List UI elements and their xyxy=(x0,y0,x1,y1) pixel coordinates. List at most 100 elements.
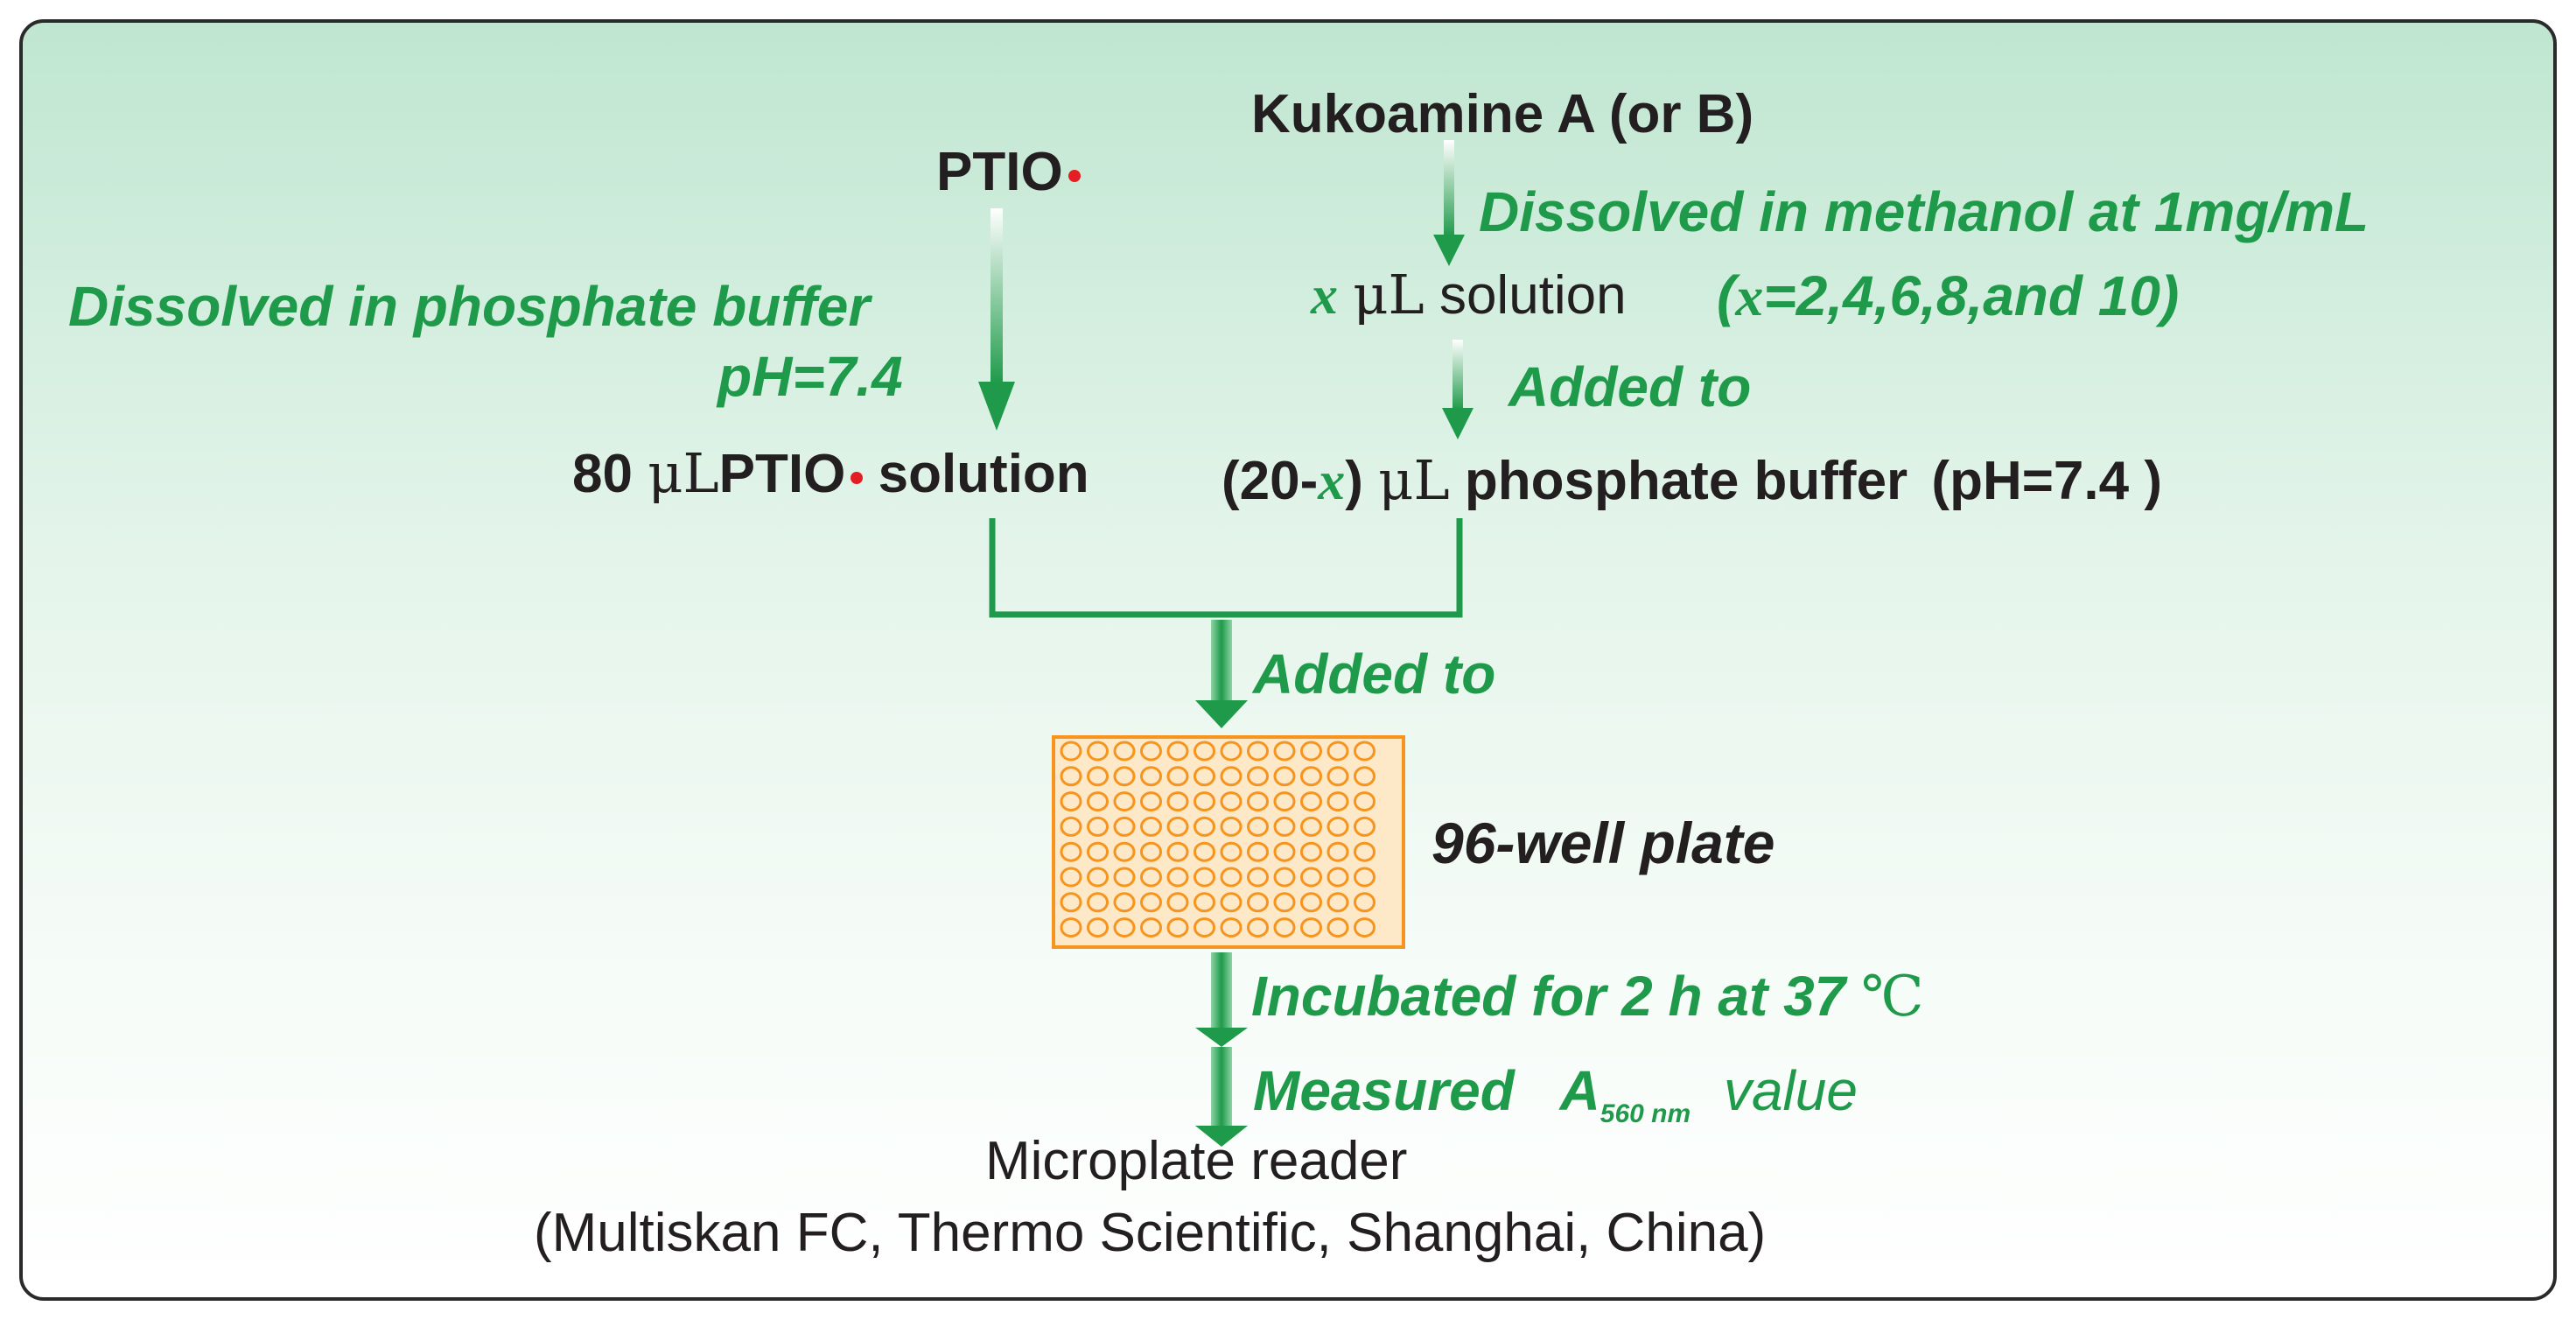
plate-well xyxy=(1273,791,1296,812)
arrow-measure xyxy=(1195,1047,1248,1147)
plate-well xyxy=(1354,867,1376,888)
ptio-solution-word: solution xyxy=(878,444,1089,504)
plate-well xyxy=(1354,841,1376,862)
plate-well xyxy=(1087,766,1109,787)
step-dissolve-methanol: Dissolved in methanol at 1mg/mL xyxy=(1479,180,2370,243)
plate-well xyxy=(1166,766,1189,787)
plate-well xyxy=(1060,841,1082,862)
arrow-incubate xyxy=(1195,952,1248,1047)
plate-well xyxy=(1220,741,1242,762)
step-dissolve-buffer: Dissolved in phosphate buffer xyxy=(68,275,871,338)
plate-well xyxy=(1194,917,1215,938)
plate-well xyxy=(1166,917,1189,938)
measure-a: A xyxy=(1559,1059,1600,1122)
plate-well xyxy=(1300,741,1322,762)
plate-well xyxy=(1113,766,1136,787)
ptio-solution-reagent: PTIO xyxy=(718,444,846,504)
cond-open: ( xyxy=(1717,264,1736,327)
plate-well xyxy=(1273,816,1296,837)
plate-well xyxy=(1247,791,1269,812)
plate-well xyxy=(1140,816,1162,837)
buf-open: (20- xyxy=(1222,451,1319,511)
plate-well xyxy=(1220,766,1242,787)
plate-well xyxy=(1300,816,1322,837)
plate-well xyxy=(1140,917,1162,938)
plate-well xyxy=(1113,917,1136,938)
plate-well xyxy=(1113,892,1136,913)
plate-well xyxy=(1354,766,1376,787)
plate-well xyxy=(1166,741,1189,762)
plate-well xyxy=(1273,741,1296,762)
plate-well xyxy=(1087,816,1109,837)
plate-well xyxy=(1166,867,1189,888)
plate-well xyxy=(1326,766,1349,787)
arrow-right-add xyxy=(1442,340,1474,439)
plate-well xyxy=(1273,867,1296,888)
plate-well xyxy=(1087,841,1109,862)
step-dissolve-ph: pH=7.4 xyxy=(718,345,903,408)
plate-well xyxy=(1326,867,1349,888)
plate-well xyxy=(1354,892,1376,913)
ptio-unit: μL xyxy=(648,441,719,505)
reader-name: Microplate reader xyxy=(985,1131,1408,1191)
plate-well xyxy=(1354,791,1376,812)
plate-well xyxy=(1273,766,1296,787)
plate-label: 96-well plate xyxy=(1432,811,1775,875)
buf-unit: μL xyxy=(1378,448,1450,512)
plate-well xyxy=(1060,766,1082,787)
step-incubate: Incubated for 2 h at 37 ℃ xyxy=(1251,968,1924,1025)
plate-well xyxy=(1300,867,1322,888)
plate-well xyxy=(1273,841,1296,862)
plate-well xyxy=(1113,816,1136,837)
plate-96-well xyxy=(1052,735,1405,949)
buf-var: x xyxy=(1318,452,1346,511)
buffer-line: (20-x) μL phosphate buffer (pH=7.4 ) xyxy=(1222,453,2162,509)
step-added-to: Added to xyxy=(1508,355,1752,418)
plate-well xyxy=(1247,741,1269,762)
plate-well xyxy=(1140,766,1162,787)
plate-well xyxy=(1060,917,1082,938)
cond-var: x xyxy=(1735,265,1764,327)
kukoamine-reagent: Kukoamine A (or B) xyxy=(1251,84,1754,144)
plate-well xyxy=(1247,766,1269,787)
plate-well xyxy=(1194,867,1215,888)
plate-well xyxy=(1326,816,1349,837)
plate-well xyxy=(1354,816,1376,837)
ptio-reagent: PTIO xyxy=(936,145,1081,200)
plate-well xyxy=(1087,791,1109,812)
plate-well xyxy=(1166,816,1189,837)
plate-well xyxy=(1247,917,1269,938)
buf-ph: (pH=7.4 ) xyxy=(1931,451,2162,511)
plate-well xyxy=(1113,741,1136,762)
x-solution-word: solution xyxy=(1438,265,1627,326)
x-var: x xyxy=(1311,266,1338,326)
plate-well xyxy=(1354,917,1376,938)
step-merge-added-to: Added to xyxy=(1253,642,1496,706)
plate-well xyxy=(1326,841,1349,862)
plate-well xyxy=(1220,841,1242,862)
plate-well xyxy=(1087,892,1109,913)
ptio-solution: 80 μLPTIO solution xyxy=(572,446,1089,502)
step-measure: Measured A560 nm value xyxy=(1253,1063,1858,1127)
plate-well xyxy=(1194,791,1215,812)
ptio-volume: 80 xyxy=(572,444,633,504)
arrow-right-dissolve xyxy=(1433,140,1465,266)
incubate-text: Incubated for 2 h at 37 xyxy=(1251,965,1846,1028)
plate-well xyxy=(1060,892,1082,913)
plate-well xyxy=(1300,892,1322,913)
panel-frame xyxy=(19,19,2557,1301)
cond-values: =2,4,6,8,and 10) xyxy=(1763,264,2180,327)
plate-well xyxy=(1140,741,1162,762)
plate-well xyxy=(1194,816,1215,837)
plate-well xyxy=(1326,791,1349,812)
plate-well xyxy=(1087,741,1109,762)
plate-well xyxy=(1166,791,1189,812)
measure-sub: 560 nm xyxy=(1600,1099,1691,1128)
plate-well xyxy=(1247,892,1269,913)
plate-well xyxy=(1166,841,1189,862)
plate-well xyxy=(1140,892,1162,913)
plate-well xyxy=(1220,917,1242,938)
plate-well xyxy=(1087,867,1109,888)
